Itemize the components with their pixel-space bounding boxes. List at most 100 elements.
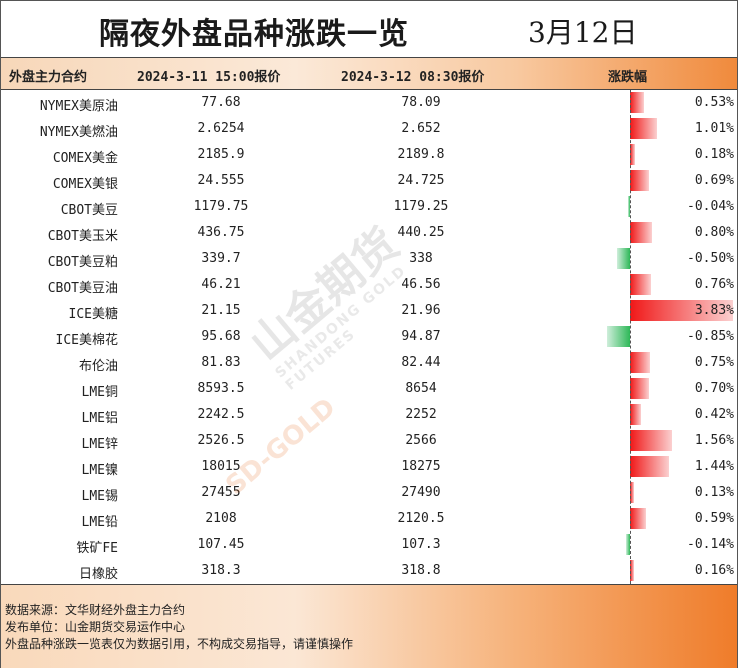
change-bar xyxy=(630,456,669,477)
change-bar xyxy=(630,118,658,139)
price-current: 8654 xyxy=(405,381,437,396)
contract-name: ICE美糖 xyxy=(68,307,118,322)
price-current: 27490 xyxy=(401,485,441,500)
change-percent: 0.16% xyxy=(694,563,734,578)
change-bar xyxy=(630,560,635,581)
price-current: 46.56 xyxy=(401,277,441,292)
change-bar xyxy=(630,274,651,295)
table-header: 外盘主力合约 2024-3-11 15:00报价 2024-3-12 08:30… xyxy=(1,57,737,90)
change-bar xyxy=(630,508,646,529)
table-row: CBOT美玉米 436.75 440.25 0.80% xyxy=(1,220,737,246)
change-bar xyxy=(630,404,642,425)
table-row: COMEX美金 2185.9 2189.8 0.18% xyxy=(1,142,737,168)
change-percent: 1.01% xyxy=(694,121,734,136)
table-row: ICE美糖 21.15 21.96 3.83% xyxy=(1,298,737,324)
change-percent: 1.44% xyxy=(694,459,734,474)
contract-name: 铁矿FE xyxy=(76,541,118,556)
change-bar xyxy=(630,430,673,451)
contract-name: LME铅 xyxy=(81,515,118,530)
header-change: 涨跌幅 xyxy=(608,70,648,85)
change-percent: 0.76% xyxy=(694,277,734,292)
contract-name: CBOT美豆粕 xyxy=(47,255,118,270)
price-prev: 2.6254 xyxy=(197,121,245,136)
change-percent: -0.50% xyxy=(687,251,734,266)
change-bar xyxy=(626,534,630,555)
contract-name: LME铝 xyxy=(81,411,118,426)
table-row: LME锡 27455 27490 0.13% xyxy=(1,480,737,506)
contract-name: LME锡 xyxy=(81,489,118,504)
contract-name: LME铜 xyxy=(81,385,118,400)
price-prev: 107.45 xyxy=(197,537,245,552)
change-bar xyxy=(630,222,652,243)
table-body: NYMEX美原油 77.68 78.09 0.53% NYMEX美燃油 2.6254 2.6… xyxy=(1,90,737,584)
change-percent: 0.80% xyxy=(694,225,734,240)
price-prev: 24.555 xyxy=(197,173,245,188)
price-prev: 21.15 xyxy=(201,303,241,318)
price-current: 94.87 xyxy=(401,329,441,344)
price-prev: 1179.75 xyxy=(193,199,249,214)
table-row: LME铅 2108 2120.5 0.59% xyxy=(1,506,737,532)
table-row: 铁矿FE 107.45 107.3 -0.14% xyxy=(1,532,737,558)
table-row: NYMEX美原油 77.68 78.09 0.53% xyxy=(1,90,737,116)
price-current: 21.96 xyxy=(401,303,441,318)
table-row: NYMEX美燃油 2.6254 2.652 1.01% xyxy=(1,116,737,142)
price-current: 2252 xyxy=(405,407,437,422)
price-prev: 27455 xyxy=(201,485,241,500)
contract-name: NYMEX美燃油 xyxy=(39,125,118,140)
price-current: 82.44 xyxy=(401,355,441,370)
change-percent: 3.83% xyxy=(694,303,734,318)
price-prev: 318.3 xyxy=(201,563,241,578)
price-current: 1179.25 xyxy=(393,199,449,214)
change-bar xyxy=(630,352,651,373)
change-percent: 0.75% xyxy=(694,355,734,370)
change-percent: -0.04% xyxy=(687,199,734,214)
contract-name: COMEX美银 xyxy=(52,177,118,192)
price-current: 107.3 xyxy=(401,537,441,552)
contract-name: CBOT美豆 xyxy=(60,203,118,218)
price-prev: 2526.5 xyxy=(197,433,245,448)
header-price-prev: 2024-3-11 15:00报价 xyxy=(137,70,281,85)
change-percent: 0.69% xyxy=(694,173,734,188)
contract-name: 布伦油 xyxy=(78,359,118,374)
price-prev: 8593.5 xyxy=(197,381,245,396)
price-prev: 77.68 xyxy=(201,95,241,110)
table-row: CBOT美豆 1179.75 1179.25 -0.04% xyxy=(1,194,737,220)
price-current: 24.725 xyxy=(397,173,445,188)
change-bar xyxy=(630,170,649,191)
change-percent: 0.53% xyxy=(694,95,734,110)
change-bar xyxy=(630,482,634,503)
change-bar xyxy=(630,300,734,321)
title-bar: 隔夜外盘品种涨跌一览 3月12日 xyxy=(1,1,737,57)
change-percent: 0.59% xyxy=(694,511,734,526)
table-row: 日橡胶 318.3 318.8 0.16% xyxy=(1,558,737,584)
report-date: 3月12日 xyxy=(528,16,638,49)
table-row: LME镍 18015 18275 1.44% xyxy=(1,454,737,480)
price-prev: 2108 xyxy=(205,511,237,526)
price-prev: 339.7 xyxy=(201,251,241,266)
price-current: 2.652 xyxy=(401,121,441,136)
change-percent: -0.14% xyxy=(687,537,734,552)
price-prev: 2185.9 xyxy=(197,147,245,162)
price-prev: 95.68 xyxy=(201,329,241,344)
header-price-current: 2024-3-12 08:30报价 xyxy=(341,70,485,85)
contract-name: COMEX美金 xyxy=(52,151,118,166)
table-row: LME锌 2526.5 2566 1.56% xyxy=(1,428,737,454)
price-current: 2566 xyxy=(405,433,437,448)
footer: 数据来源：文华财经外盘主力合约 发布单位：山金期货交易运作中心 外盘品种涨跌一览… xyxy=(1,584,737,668)
price-prev: 81.83 xyxy=(201,355,241,370)
bar-zero-axis xyxy=(630,90,631,584)
contract-name: NYMEX美原油 xyxy=(39,99,118,114)
footer-publisher: 发布单位：山金期货交易运作中心 xyxy=(5,620,186,634)
change-percent: 1.56% xyxy=(694,433,734,448)
price-current: 338 xyxy=(409,251,433,266)
table-row: CBOT美豆油 46.21 46.56 0.76% xyxy=(1,272,737,298)
price-prev: 436.75 xyxy=(197,225,245,240)
table-row: 布伦油 81.83 82.44 0.75% xyxy=(1,350,737,376)
price-prev: 46.21 xyxy=(201,277,241,292)
change-bar xyxy=(607,326,630,347)
contract-name: LME镍 xyxy=(81,463,118,478)
price-current: 318.8 xyxy=(401,563,441,578)
contract-name: CBOT美豆油 xyxy=(47,281,118,296)
change-percent: 0.18% xyxy=(694,147,734,162)
footer-disclaimer: 外盘品种涨跌一览表仅为数据引用，不构成交易指导，请谨慎操作 xyxy=(5,637,354,651)
